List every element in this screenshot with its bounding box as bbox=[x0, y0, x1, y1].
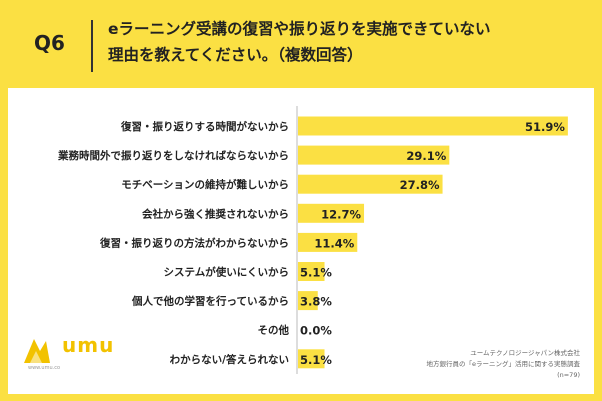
question-number: Q6 bbox=[34, 31, 65, 55]
bar bbox=[298, 262, 325, 281]
source-survey: 地方銀行員の「eラーニング」活用に関する実態調査 bbox=[426, 360, 581, 368]
value-label: 5.1% bbox=[300, 266, 332, 280]
bar bbox=[298, 116, 568, 136]
value-label: 3.8% bbox=[300, 295, 332, 309]
bar bbox=[298, 203, 365, 223]
value-label: 11.4% bbox=[314, 236, 354, 250]
bar-chart: 復習・振り返りする時間がないから 51.9% 業務時間外で振り返りをしなければならな… bbox=[57, 106, 568, 374]
header-divider bbox=[91, 20, 93, 72]
logo-wordmark: umu bbox=[62, 333, 115, 357]
bar bbox=[298, 174, 443, 194]
chart-panel: 復習・振り返りする時間がないから 51.9% 業務時間外で振り返りをしなければならな… bbox=[8, 88, 594, 394]
category-label: わからない/答えられない bbox=[170, 353, 289, 366]
category-label: 個人で他の学習を行っているから bbox=[131, 295, 289, 308]
value-label: 0.0% bbox=[300, 324, 332, 338]
category-label: システムが使いにくいから bbox=[164, 266, 289, 279]
bar bbox=[298, 145, 450, 165]
category-label: 復習・振り返りの方法がわからないから bbox=[99, 236, 289, 249]
bar bbox=[298, 291, 318, 311]
category-label: モチベーションの維持が難しいから bbox=[121, 178, 289, 191]
source-company: ユームテクノロジージャパン株式会社 bbox=[470, 349, 580, 357]
value-label: 12.7% bbox=[321, 207, 361, 221]
logo-url: www.umu.co bbox=[28, 365, 61, 371]
category-label: 業務時間外で振り返りをしなければならないから bbox=[57, 149, 289, 162]
value-label: 29.1% bbox=[406, 149, 446, 163]
category-label: その他 bbox=[258, 324, 290, 337]
umu-logo: umu www.umu.co bbox=[20, 333, 113, 381]
source-note: ユームテクノロジージャパン株式会社 地方銀行員の「eラーニング」活用に関する実態… bbox=[427, 348, 581, 381]
value-label: 27.8% bbox=[400, 178, 440, 192]
question-line-2: 理由を教えてください。（複数回答） bbox=[108, 46, 363, 64]
source-sample-size: (n=79) bbox=[557, 371, 580, 379]
bar bbox=[298, 349, 325, 369]
question-text: eラーニング受講の復習や振り返りを実施できていない 理由を教えてください。（複数… bbox=[108, 16, 588, 68]
value-label: 5.1% bbox=[300, 353, 332, 367]
bar bbox=[298, 232, 358, 252]
category-label: 復習・振り返りする時間がないから bbox=[120, 120, 289, 133]
value-label: 51.9% bbox=[525, 120, 565, 134]
question-header: Q6 eラーニング受講の復習や振り返りを実施できていない 理由を教えてください。… bbox=[0, 0, 602, 88]
category-label: 会社から強く推奨されないから bbox=[142, 207, 289, 220]
umu-logo-mark bbox=[24, 339, 50, 363]
question-line-1: eラーニング受講の復習や振り返りを実施できていない bbox=[108, 20, 491, 38]
